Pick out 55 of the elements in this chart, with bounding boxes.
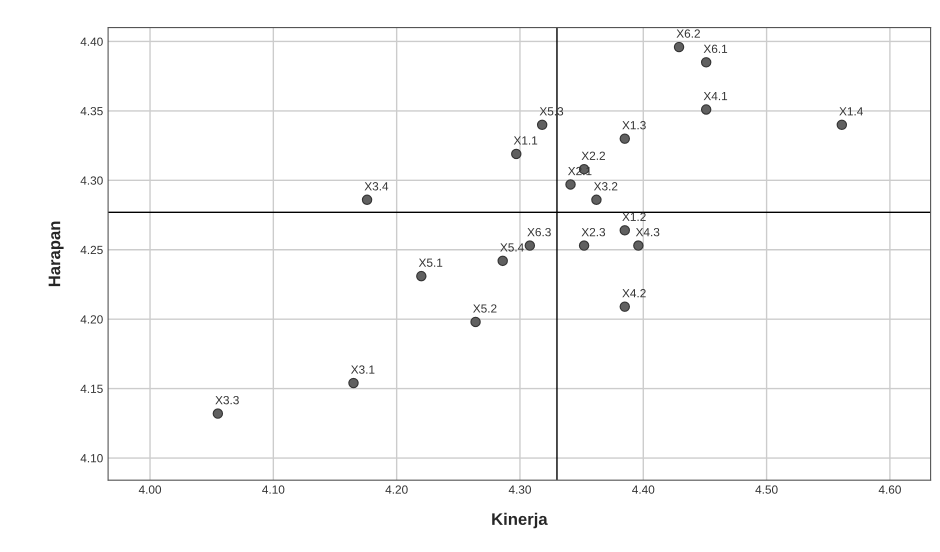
point bbox=[700, 57, 712, 68]
annotation: X4.2 bbox=[622, 289, 646, 298]
point bbox=[348, 378, 359, 388]
y-axis-title: Harapan bbox=[48, 222, 64, 286]
annotation: X2.2 bbox=[582, 152, 606, 160]
x-tick-label: 4.50 bbox=[755, 485, 778, 494]
point bbox=[524, 240, 536, 251]
y-tick-label: 4.15 bbox=[80, 384, 103, 393]
annotation: X6.2 bbox=[676, 29, 700, 38]
x-tick-label: 4.10 bbox=[262, 485, 284, 494]
point bbox=[674, 42, 684, 52]
x-tick-label: 4.40 bbox=[632, 485, 654, 494]
annotation: X5.4 bbox=[500, 243, 524, 252]
x-tick-label: 4.00 bbox=[138, 485, 162, 494]
point bbox=[836, 120, 848, 130]
y-tick-label: 4.25 bbox=[80, 246, 103, 254]
point bbox=[700, 104, 712, 115]
annotation: X1.3 bbox=[622, 121, 646, 130]
annotation: X5.1 bbox=[418, 258, 442, 267]
point bbox=[620, 301, 630, 312]
point bbox=[212, 408, 224, 419]
annotation: X2.3 bbox=[582, 228, 606, 236]
y-tick-label: 4.10 bbox=[80, 454, 103, 462]
x-tick-label: 4.20 bbox=[385, 485, 408, 494]
y-tick-label: 4.20 bbox=[80, 315, 103, 324]
point bbox=[511, 148, 522, 160]
point bbox=[565, 179, 576, 190]
y-tick-label: 4.40 bbox=[80, 38, 103, 46]
annotation: X3.1 bbox=[350, 365, 374, 374]
point bbox=[620, 225, 630, 236]
x-tick-label: 4.60 bbox=[878, 485, 901, 494]
annotation: X3.3 bbox=[215, 396, 239, 404]
annotation: X3.2 bbox=[594, 182, 618, 190]
y-tick-label: 4.35 bbox=[80, 106, 103, 116]
point bbox=[362, 194, 372, 205]
x-axis-title: Kinerja bbox=[492, 512, 548, 528]
annotation: X1.4 bbox=[839, 107, 863, 116]
annotation: X5.2 bbox=[473, 304, 496, 313]
annotation: X4.3 bbox=[636, 228, 660, 236]
annotation: X6.1 bbox=[704, 44, 728, 54]
annotation: X4.1 bbox=[704, 92, 728, 100]
point bbox=[578, 240, 590, 251]
annotation: X6.3 bbox=[527, 228, 551, 236]
point bbox=[416, 270, 427, 282]
point bbox=[470, 316, 481, 328]
point bbox=[497, 256, 508, 266]
point bbox=[536, 120, 548, 130]
y-tick-label: 4.30 bbox=[80, 176, 103, 185]
x-tick-label: 4.30 bbox=[508, 485, 531, 494]
point bbox=[633, 240, 644, 251]
annotation: X1.2 bbox=[622, 212, 646, 221]
point bbox=[591, 194, 602, 205]
point bbox=[620, 133, 630, 144]
annotation: X3.4 bbox=[364, 182, 388, 190]
annotation: X1.1 bbox=[514, 136, 538, 145]
